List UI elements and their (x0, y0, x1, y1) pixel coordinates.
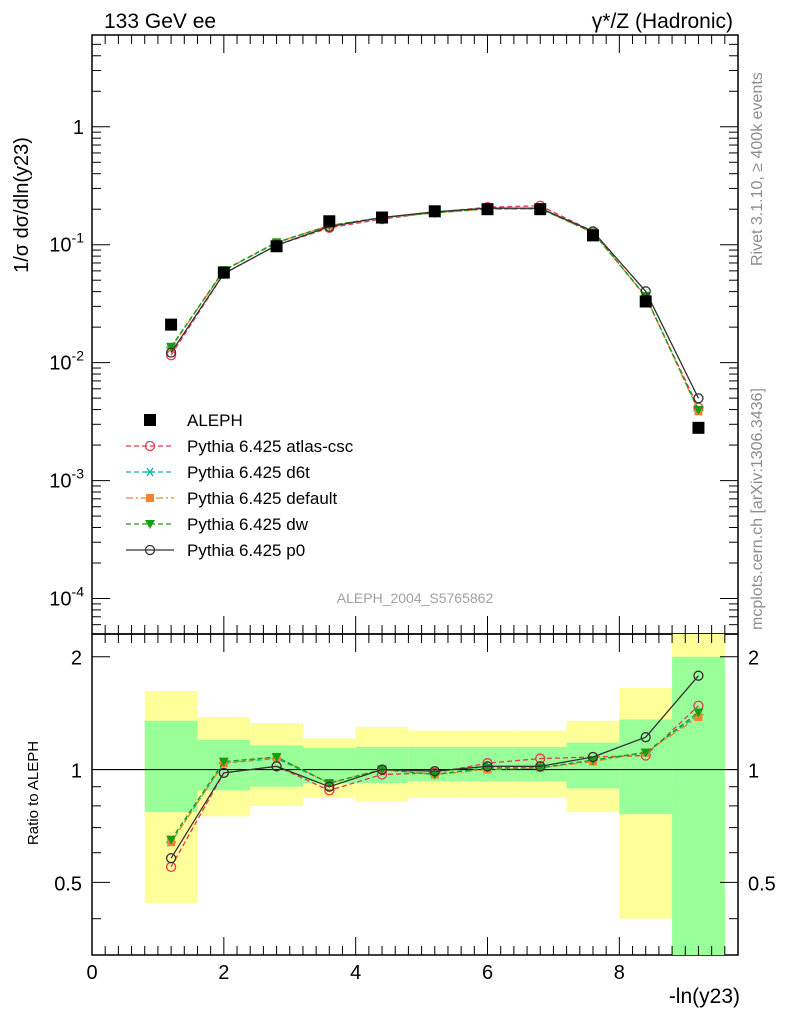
legend-marker (145, 467, 155, 477)
axis-ticks (91, 34, 738, 955)
series-marker (165, 347, 177, 358)
ratio-series-marker (218, 767, 229, 778)
ratio-series-marker (218, 757, 229, 767)
green-band (619, 719, 673, 815)
data-point (428, 205, 441, 218)
y-axis-label-main: 1/σ dσ/dln(y23) (11, 137, 33, 273)
ratio-y-tick-label-left: 2 (71, 648, 82, 670)
ratio-series-marker (271, 753, 282, 763)
series-line (170, 208, 700, 411)
y-tick-label: 10-3 (49, 466, 84, 493)
legend: ALEPH Pythia 6.425 atlas-csc Pythia 6.425 … (126, 411, 354, 560)
ratio-series-marker (165, 853, 177, 864)
legend-marker (145, 520, 155, 529)
x-tick-label: 0 (86, 962, 97, 984)
data-point (586, 229, 599, 242)
header-left-title: 133 GeV ee (104, 10, 216, 33)
ratio-series-marker (535, 753, 546, 764)
data-point (270, 240, 283, 253)
series-marker (693, 405, 704, 415)
ratio-series-line (170, 675, 699, 859)
series-line (170, 207, 700, 399)
x-tick-label: 6 (482, 962, 493, 984)
ratio-y-tick-label-left: 0.5 (54, 873, 82, 895)
data-point (692, 421, 705, 434)
ratio-series-marker (429, 770, 440, 780)
series-line (170, 208, 700, 411)
data-point (217, 266, 230, 279)
ratio-y-tick-label-right: 1 (748, 761, 759, 783)
side-label-version: Rivet 3.1.10, ≥ 400k events (749, 72, 766, 266)
legend-marker (146, 494, 154, 502)
green-band (302, 748, 356, 784)
ratio-series-marker (324, 779, 335, 789)
ratio-series-marker (587, 756, 598, 766)
main-series (165, 200, 704, 416)
legend-label: Pythia 6.425 atlas-csc (187, 437, 354, 456)
ratio-series (165, 670, 704, 873)
legend-label: Pythia 6.425 default (187, 489, 338, 508)
series-line (170, 208, 700, 412)
y-tick-label: 10-2 (49, 348, 84, 375)
y-axis-label-ratio: Ratio to ALEPH (25, 741, 42, 845)
series-marker (166, 342, 177, 352)
ratio-plot-frame (91, 633, 739, 956)
ratio-series-marker (640, 748, 651, 758)
x-tick-label: 8 (614, 962, 625, 984)
header-right-title: γ*/Z (Hadronic) (592, 10, 733, 33)
ratio-series-marker (693, 708, 704, 718)
ratio-series-marker (640, 732, 651, 743)
asterisk-stroke (146, 467, 154, 477)
ratio-series-marker (376, 764, 388, 775)
ratio-y-tick-label-left: 1 (71, 761, 82, 783)
ratio-series-marker (693, 670, 704, 681)
data-point (376, 211, 389, 224)
side-label-source: mcplots.cern.ch [arXiv:1306.3436] (749, 388, 766, 630)
data-point (534, 203, 547, 216)
ratio-series-marker (535, 761, 546, 772)
tick-labels: 0 2 4 6 8 10-4 10-3 10-2 10-1 1 0.5 0.5 1 1 2 2 (49, 117, 776, 984)
ratio-series-marker (166, 835, 177, 845)
legend-marker (144, 544, 156, 556)
analysis-id-label: ALEPH_2004_S5765862 (337, 590, 494, 606)
ratio-series-marker (324, 781, 335, 792)
series-line (170, 205, 700, 409)
data-point (639, 295, 652, 308)
y-tick-label: 10-4 (49, 583, 84, 610)
x-axis-label: -ln(y23) (669, 985, 740, 1008)
ratio-series-marker (587, 751, 599, 763)
legend-label: Pythia 6.425 p0 (187, 541, 305, 560)
legend-marker (144, 414, 156, 426)
data-points (165, 203, 705, 434)
data-point (323, 215, 336, 228)
series-marker (693, 393, 704, 404)
data-point (165, 318, 178, 331)
legend-label: Pythia 6.425 d6t (187, 463, 310, 482)
ratio-series-marker (482, 761, 493, 772)
y-tick-label: 1 (73, 117, 84, 139)
legend-label: ALEPH (187, 411, 243, 430)
y-tick-label: 10-1 (49, 230, 84, 257)
x-tick-label: 4 (350, 962, 361, 984)
legend-marker (144, 440, 156, 452)
legend-label: Pythia 6.425 dw (187, 515, 309, 534)
x-tick-label: 2 (218, 962, 229, 984)
ratio-bands (144, 634, 725, 955)
ratio-series-marker (271, 761, 282, 772)
ratio-y-tick-label-right: 2 (748, 648, 759, 670)
ratio-series-marker (429, 766, 440, 777)
green-band (144, 720, 198, 813)
ratio-y-tick-label-right: 0.5 (748, 873, 776, 895)
data-point (481, 203, 494, 216)
